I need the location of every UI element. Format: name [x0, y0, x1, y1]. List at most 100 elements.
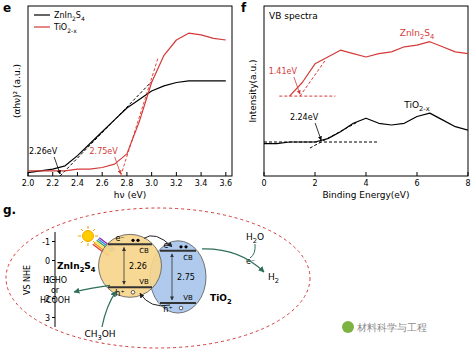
x-tick: [315, 172, 316, 176]
x-tick-label: 2.4: [71, 179, 84, 188]
electron-dot: [136, 239, 139, 242]
vb-level: [160, 302, 196, 304]
x-tick-label: 3.0: [145, 179, 158, 188]
figure: e2.02.22.42.62.83.03.23.43.6hν (eV)(αhν)…: [0, 0, 474, 351]
hole: h⁺: [115, 289, 124, 298]
x-tick-label: 4: [363, 179, 368, 188]
sun-ray: [88, 226, 89, 229]
text-part: ZnIn: [54, 11, 72, 20]
hole-dot: [179, 306, 183, 310]
y-tick: [52, 317, 55, 318]
panel-letter: e: [3, 1, 11, 15]
x-tick-label: 0: [261, 179, 266, 188]
text-part: TiO: [210, 293, 227, 303]
x-tick-label: 2.2: [46, 179, 59, 188]
vb-level: [108, 286, 152, 288]
text-part: OH: [102, 329, 116, 339]
text-part: 2-x: [67, 27, 77, 34]
reactant: CH3OH: [84, 329, 115, 342]
x-tick-label: 3.4: [195, 179, 208, 188]
panel-g: g.-10123VS NHECBVB2.26e⁻h⁺ZnIn2S4CBVB2.7…: [3, 203, 310, 348]
x-tick-label: 2.6: [96, 179, 109, 188]
annotation-arrow: [54, 157, 60, 174]
sun-ray: [81, 241, 83, 243]
text-part: ZnIn: [57, 261, 80, 271]
plot-area: [28, 33, 226, 176]
x-tick: [52, 172, 53, 176]
text-part: TiO: [403, 100, 419, 110]
oxidation-arrow: [102, 291, 116, 327]
text-part: H: [268, 272, 275, 282]
x-tick: [77, 172, 78, 176]
x-tick-label: 2.0: [22, 179, 35, 188]
series-label: TiO2-x: [403, 100, 430, 113]
cb-level: [160, 250, 196, 252]
vb-label: VB: [183, 294, 193, 302]
y-axis-label: Intensity(a.u.): [248, 59, 258, 122]
electron-dot: [179, 245, 182, 248]
panel-f: f02468Binding Energy(eV)Intensity(a.u.)Z…: [241, 1, 471, 200]
annotation: 2.26eV: [29, 147, 58, 156]
x-tick-label: 2.8: [121, 179, 134, 188]
annotation-arrow: [115, 157, 121, 174]
text-part: H: [246, 232, 253, 242]
text-part: O: [257, 232, 264, 242]
text-part: 2-x: [419, 105, 430, 113]
x-tick: [366, 172, 367, 176]
semiconductor-name: ZnIn2S4: [57, 261, 96, 274]
x-tick-label: 3.6: [219, 179, 232, 188]
x-tick: [468, 172, 469, 176]
x-tick: [417, 172, 418, 176]
x-tick-label: 2: [312, 179, 317, 188]
plot-frame: [28, 6, 232, 176]
panel-e: e2.02.22.42.62.83.03.23.43.6hν (eV)(αhν)…: [3, 1, 232, 200]
annotation-arrow: [294, 77, 300, 94]
legend-label: ZnIn2S4: [54, 11, 85, 22]
band-gap: 2.26: [129, 262, 147, 271]
series-line: [264, 113, 468, 144]
watermark-icon: [342, 321, 354, 333]
panel-letter: g.: [3, 203, 16, 217]
series-line: [28, 33, 226, 171]
cb-level: [108, 243, 152, 245]
text-part: 2: [227, 298, 232, 306]
x-tick: [176, 172, 177, 176]
sun-ray: [81, 229, 83, 231]
tangent-line: [300, 60, 325, 96]
x-tick: [151, 172, 152, 176]
semiconductor: [99, 234, 162, 297]
hole-transfer: [140, 293, 170, 306]
background: [0, 0, 474, 351]
y-tick-label: 0: [45, 257, 50, 266]
sun: [83, 231, 94, 242]
text-part: 2: [275, 277, 279, 285]
product: H2: [268, 272, 279, 285]
y-tick: [52, 241, 55, 242]
annotation: 2.75eV: [90, 147, 119, 156]
x-tick: [225, 172, 226, 176]
legend-swatch: [34, 26, 50, 27]
chart-title: VB spectra: [269, 11, 318, 21]
semiconductor-name: TiO2: [210, 293, 232, 306]
electron: e⁻: [163, 241, 172, 250]
cb-label: CB: [139, 247, 149, 255]
x-axis-label: hν (eV): [114, 190, 146, 200]
electron-transfer: [144, 236, 172, 247]
sun-ray: [78, 236, 81, 237]
x-tick-label: 8: [465, 179, 470, 188]
reactant: H2O: [246, 232, 264, 245]
y-tick: [52, 260, 55, 261]
y-tick-label: -1: [42, 238, 50, 247]
vb-label: VB: [139, 278, 149, 286]
hole: h⁺: [163, 305, 172, 314]
legend-label: TiO2-x: [53, 23, 77, 34]
plot-frame: [264, 6, 468, 176]
reduction-arrow: [250, 244, 255, 258]
oxidation-arrow: [74, 285, 110, 292]
y-axis-label: (αhν)² (a.u.): [12, 64, 22, 118]
annotation: 2.24eV: [290, 113, 319, 122]
panel-letter: f: [241, 1, 247, 15]
y-tick-label: 3: [45, 314, 50, 323]
x-axis-label: Binding Energy(eV): [322, 190, 409, 200]
y-axis-label: VS NHE: [23, 265, 32, 295]
